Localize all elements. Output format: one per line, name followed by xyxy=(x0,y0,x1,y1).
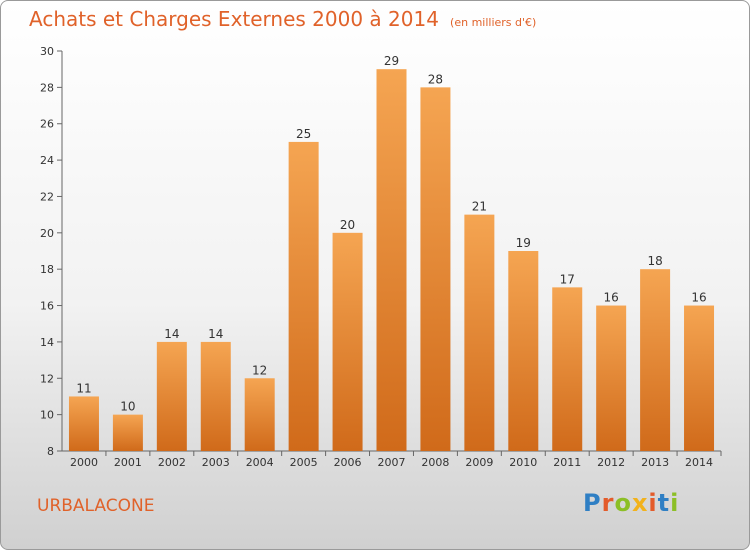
bar xyxy=(684,305,715,451)
x-tick-label: 2002 xyxy=(158,456,186,469)
y-tick-label: 10 xyxy=(40,409,54,422)
y-tick-label: 20 xyxy=(40,227,54,240)
bar xyxy=(640,269,671,451)
y-tick-label: 16 xyxy=(40,300,54,313)
bar-value-label: 19 xyxy=(516,236,531,250)
y-tick-label: 30 xyxy=(40,45,54,58)
bar-value-label: 29 xyxy=(384,54,399,68)
bar-value-label: 25 xyxy=(296,127,311,141)
chart-unit: (en milliers d'€) xyxy=(450,16,537,29)
bar xyxy=(420,87,451,451)
y-tick-label: 22 xyxy=(40,190,54,203)
bar xyxy=(376,69,407,451)
x-tick-label: 2008 xyxy=(421,456,449,469)
bar-value-label: 18 xyxy=(647,254,662,268)
bar xyxy=(288,141,319,451)
x-tick-label: 2013 xyxy=(641,456,669,469)
x-tick-label: 2011 xyxy=(553,456,581,469)
x-tick-label: 2004 xyxy=(246,456,274,469)
y-tick-label: 28 xyxy=(40,81,54,94)
bar xyxy=(552,287,583,451)
bar-value-label: 16 xyxy=(604,291,619,305)
chart-title: Achats et Charges Externes 2000 à 2014 (… xyxy=(29,7,536,31)
bar xyxy=(508,251,539,451)
chart-title-text: Achats et Charges Externes 2000 à 2014 xyxy=(29,7,439,31)
bar-value-label: 20 xyxy=(340,218,355,232)
bar-value-label: 16 xyxy=(691,291,706,305)
y-tick-label: 8 xyxy=(47,445,54,458)
bar xyxy=(596,305,627,451)
logo-letter: i xyxy=(648,489,658,517)
bar xyxy=(112,414,143,451)
x-tick-label: 2010 xyxy=(509,456,537,469)
logo-letter: o xyxy=(614,489,632,517)
y-tick-label: 14 xyxy=(40,336,54,349)
logo-letter: x xyxy=(631,489,649,517)
x-tick-label: 2005 xyxy=(290,456,318,469)
logo-letter: r xyxy=(601,489,615,517)
place-name: URBALACONE xyxy=(37,496,155,516)
bar xyxy=(156,341,187,451)
bar-value-label: 11 xyxy=(76,381,91,395)
logo-letter: t xyxy=(657,489,671,517)
x-tick-label: 2003 xyxy=(202,456,230,469)
bar xyxy=(68,396,99,451)
bar-value-label: 28 xyxy=(428,72,443,86)
bar-value-label: 12 xyxy=(252,363,267,377)
logo-letter: i xyxy=(670,489,680,517)
y-tick-label: 18 xyxy=(40,263,54,276)
logo-letter: P xyxy=(583,489,602,517)
bar xyxy=(200,341,231,451)
bar xyxy=(332,232,363,451)
bar-value-label: 21 xyxy=(472,200,487,214)
y-tick-label: 26 xyxy=(40,118,54,131)
bar xyxy=(464,214,495,451)
x-tick-label: 2007 xyxy=(378,456,406,469)
y-tick-label: 24 xyxy=(40,154,54,167)
y-tick-label: 12 xyxy=(40,372,54,385)
x-tick-label: 2000 xyxy=(70,456,98,469)
x-tick-label: 2009 xyxy=(465,456,493,469)
x-tick-label: 2012 xyxy=(597,456,625,469)
bar-value-label: 17 xyxy=(560,272,575,286)
proxiti-logo: Proxiti xyxy=(583,489,679,517)
bar-value-label: 10 xyxy=(120,400,135,414)
bar-value-label: 14 xyxy=(164,327,179,341)
bar-value-label: 14 xyxy=(208,327,223,341)
x-tick-label: 2006 xyxy=(334,456,362,469)
bar xyxy=(244,378,275,451)
x-tick-label: 2001 xyxy=(114,456,142,469)
x-tick-label: 2014 xyxy=(685,456,713,469)
